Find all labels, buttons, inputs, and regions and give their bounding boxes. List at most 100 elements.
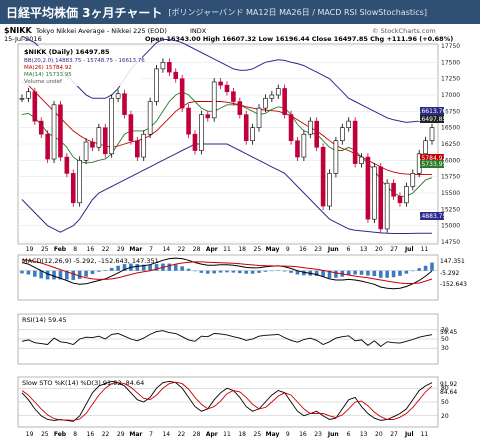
macd-hist-bar <box>314 270 319 276</box>
macd-hist-bar <box>193 270 197 272</box>
candle-body <box>384 182 390 230</box>
date-tick-label: 18 <box>238 246 246 253</box>
candle-body <box>141 133 147 158</box>
date-tick-label: 22 <box>102 431 110 438</box>
price-tick-label: 17000 <box>441 92 460 99</box>
date-tick-label: 7 <box>149 431 153 438</box>
close-badge <box>420 115 444 123</box>
macd-hist-bar <box>276 270 281 271</box>
macd-hist-bar <box>71 270 76 280</box>
date-tick-label: May <box>266 431 280 438</box>
candle-body <box>314 120 319 148</box>
date-tick-label: Jul <box>404 246 414 253</box>
sto-k-line <box>21 380 433 422</box>
candle-body <box>301 133 307 158</box>
symbol-name: Tokyo Nikkei Average - Nikkei 225 (EOD) <box>35 27 167 35</box>
macd-hist-bar <box>135 264 140 271</box>
date-tick-label: 29 <box>117 246 125 253</box>
rsi-tick-label: 70 <box>441 327 449 334</box>
candle-body <box>205 114 211 119</box>
candle-body <box>224 84 230 93</box>
date-tick-label: 27 <box>390 246 398 253</box>
bb-lower-line <box>21 143 432 234</box>
date-tick-label: 14 <box>162 431 170 438</box>
macd-hist-bar <box>33 270 37 277</box>
candle-body <box>115 93 121 99</box>
date-tick-label: 20 <box>375 431 383 438</box>
date-tick-label: 28 <box>193 431 201 438</box>
date-tick-label: 22 <box>102 246 110 253</box>
candle-body <box>243 114 249 142</box>
macd-hist-bar <box>103 270 108 271</box>
macd-hist-bar <box>186 268 191 271</box>
date-tick-label: 16 <box>87 246 95 253</box>
date-tick-label: Mar <box>129 431 142 438</box>
candle-body <box>51 104 57 160</box>
date-tick-label: 18 <box>238 431 246 438</box>
price-tick-label: 17250 <box>441 76 460 83</box>
macd-hist-bar <box>282 270 287 272</box>
candle-body <box>378 166 384 230</box>
candle-body <box>218 81 223 86</box>
macd-hist-bar <box>205 270 210 274</box>
date-label: 15-Jul-2016 <box>4 35 42 43</box>
macd-hist-bar <box>20 270 24 274</box>
candle-body <box>186 107 191 135</box>
date-tick-label: 7 <box>149 246 153 253</box>
price-tick-label: 16250 <box>441 141 460 148</box>
date-tick-label: Apr <box>206 246 218 253</box>
macd-hist-bar <box>199 270 204 273</box>
sto-d-value: 84.64 <box>440 389 457 396</box>
candle-body <box>429 127 435 142</box>
macd-hist-bar <box>404 270 409 274</box>
sto-tick-label: 80 <box>441 385 449 392</box>
macd-hist-bar <box>334 270 338 278</box>
macd-hist-bar <box>77 270 82 279</box>
macd-hist-bar <box>391 270 396 278</box>
candle-body <box>333 140 339 174</box>
date-tick-label: Mar <box>129 246 142 253</box>
date-tick-label: 11 <box>223 246 231 253</box>
candle-body <box>263 97 268 109</box>
macd-hist-bar <box>346 270 351 276</box>
price-tick-label: 17750 <box>441 43 460 50</box>
date-tick-label: 22 <box>178 431 186 438</box>
daily-label: $NIKK (Daily) 16497.85 <box>24 48 110 56</box>
macd-hist-bar <box>231 270 236 273</box>
date-tick-label: 11 <box>223 431 231 438</box>
macd-hist-bar <box>109 267 114 271</box>
macd-hist-bar <box>398 270 402 276</box>
candle-body <box>179 78 185 109</box>
date-tick-label: 29 <box>117 431 125 438</box>
macd-hist-bar <box>97 270 101 272</box>
macd-hist-bar <box>167 263 172 271</box>
macd-hist-bar <box>58 270 63 280</box>
macd-hist-bar <box>263 270 268 272</box>
upper-badge-text: 16613.76 <box>418 108 447 115</box>
candle-body <box>192 133 198 151</box>
macd-v1: 147.351 <box>440 258 465 265</box>
macd-hist-bar <box>430 262 434 271</box>
candle-body <box>307 120 313 135</box>
date-tick-label: Jul <box>404 431 414 438</box>
date-tick-label: 11 <box>421 431 429 438</box>
candle-body <box>211 81 217 119</box>
sto-tick-label: 50 <box>441 399 449 406</box>
macd-hist-bar <box>417 268 421 271</box>
date-tick-label: 13 <box>360 246 368 253</box>
candle-body <box>346 120 352 128</box>
legend-box <box>20 46 142 86</box>
page-title: 日経平均株価 3ヶ月チャート <box>6 5 163 20</box>
macd-hist-bar <box>327 270 332 279</box>
candle-body <box>154 68 159 102</box>
macd-hist-bar <box>385 270 389 278</box>
candle-body <box>397 195 403 204</box>
ma-badge <box>420 154 444 162</box>
candle-body <box>96 127 102 148</box>
sto-k-value: 91.92 <box>440 381 457 388</box>
date-tick-label: 16 <box>299 246 307 253</box>
price-tick-label: 16000 <box>441 157 460 164</box>
ma-badge-text: 15784.92 <box>418 155 447 162</box>
candle-body <box>340 127 345 142</box>
macd-hist-bar <box>359 270 364 275</box>
